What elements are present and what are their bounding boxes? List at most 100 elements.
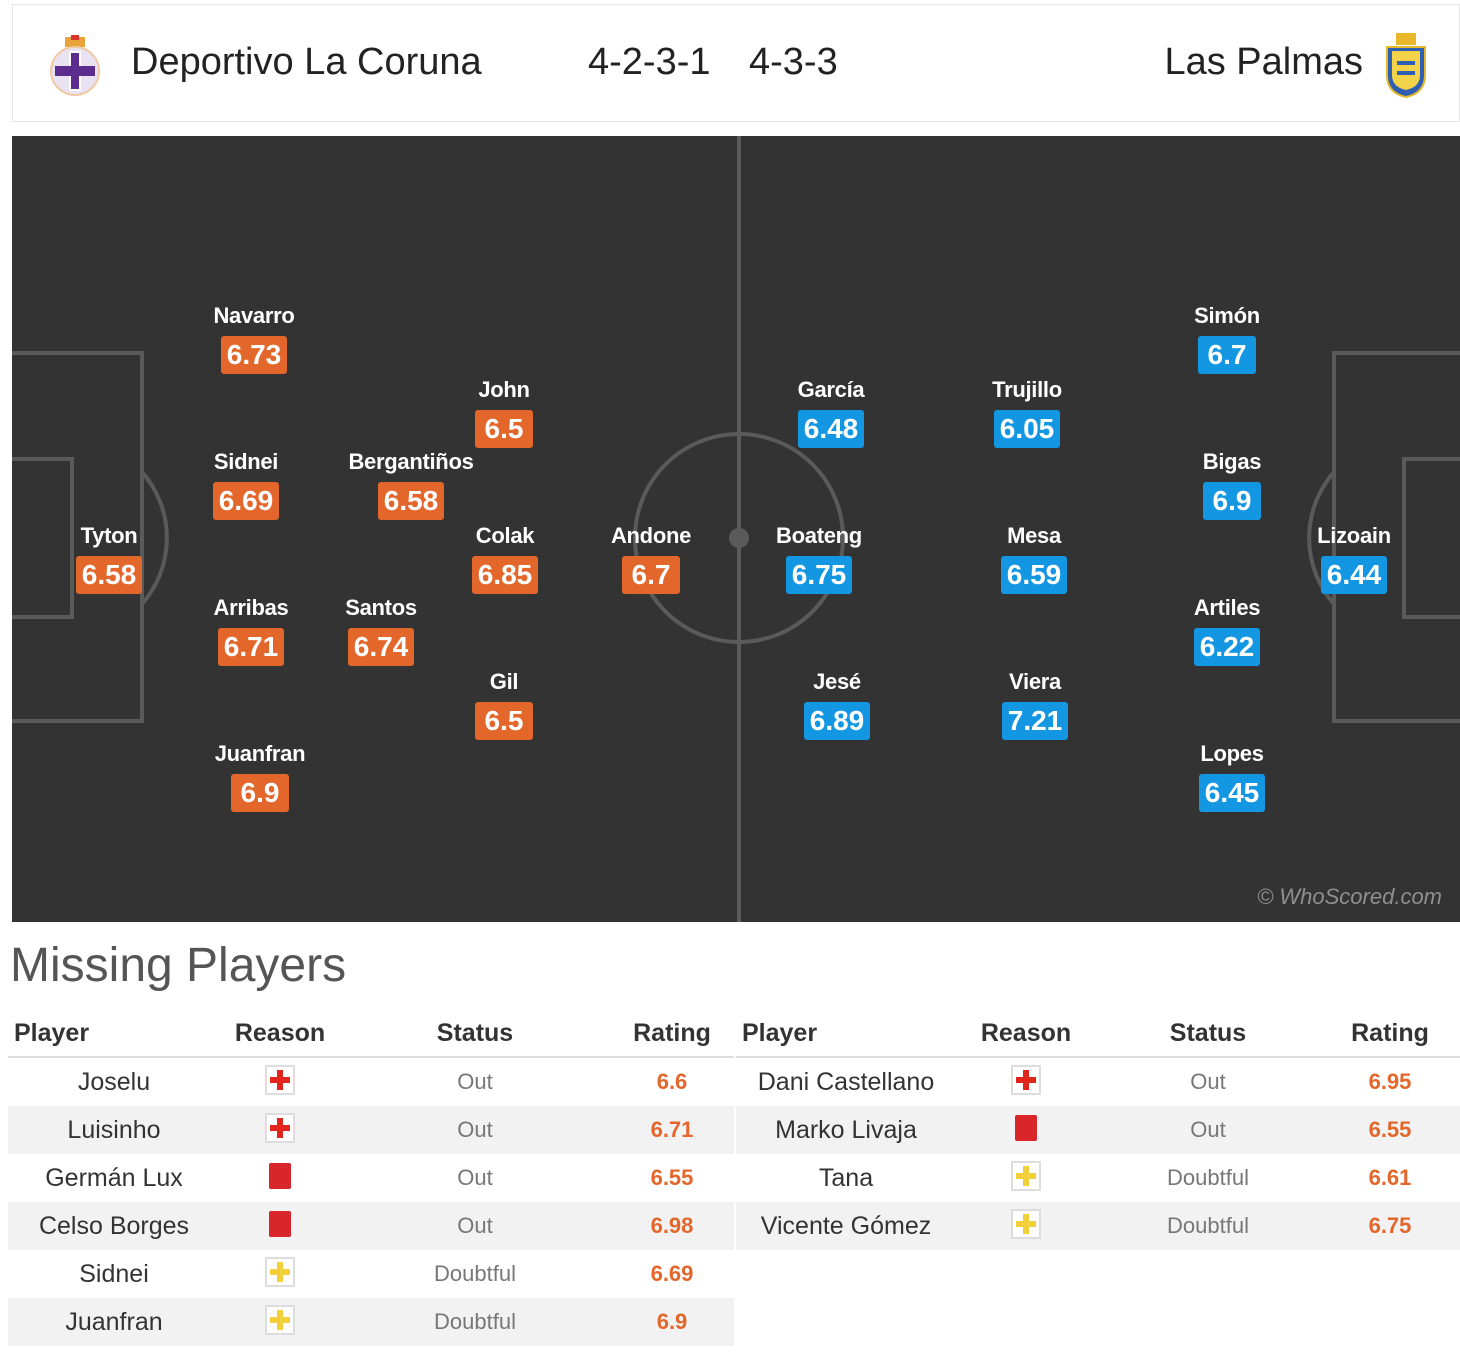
missing-player-status: Out [457, 1165, 493, 1190]
player-name: Mesa [1007, 523, 1061, 548]
player-rating: 6.9 [231, 774, 289, 812]
player-rating: 7.21 [1001, 702, 1069, 740]
red-card-icon [269, 1210, 291, 1242]
player-marker[interactable]: John 6.5 [434, 376, 574, 448]
player-name: John [478, 377, 530, 402]
player-marker[interactable]: Santos 6.74 [311, 594, 451, 666]
player-marker[interactable]: Sidnei 6.69 [176, 448, 316, 520]
missing-player-status: Out [1190, 1069, 1226, 1094]
missing-player-row[interactable]: Tana Doubtful 6.61 [736, 1154, 1460, 1202]
missing-player-row[interactable]: Dani Castellano Out 6.95 [736, 1057, 1460, 1106]
column-header-rating[interactable]: Rating [610, 1010, 734, 1058]
player-name: Santos [345, 595, 417, 620]
column-header-player[interactable]: Player [8, 1010, 220, 1058]
missing-player-name[interactable]: Celso Borges [8, 1202, 220, 1250]
missing-player-row[interactable]: Sidnei Doubtful 6.69 [8, 1250, 734, 1298]
column-header-reason[interactable]: Reason [956, 1010, 1096, 1058]
player-rating: 6.85 [471, 556, 539, 594]
doubtful-icon [1011, 1208, 1041, 1244]
player-marker[interactable]: Lizoain 6.44 [1284, 522, 1424, 594]
player-name: Arribas [213, 595, 289, 620]
player-marker[interactable]: Colak 6.85 [435, 522, 575, 594]
missing-player-row[interactable]: Juanfran Doubtful 6.9 [8, 1298, 734, 1346]
missing-players-title: Missing Players [10, 939, 347, 992]
player-name: Trujillo [992, 377, 1062, 402]
home-formation: 4-2-3-1 [588, 41, 711, 83]
player-name: Jesé [813, 669, 861, 694]
missing-player-row[interactable]: Celso Borges Out 6.98 [8, 1202, 734, 1250]
missing-player-rating: 6.69 [650, 1261, 694, 1286]
player-rating: 6.9 [1203, 482, 1261, 520]
reason-cell [956, 1154, 1096, 1202]
column-header-player[interactable]: Player [736, 1010, 956, 1058]
missing-player-name[interactable]: Vicente Gómez [736, 1202, 956, 1250]
player-marker[interactable]: Lopes 6.45 [1162, 740, 1302, 812]
reason-cell [956, 1106, 1096, 1154]
player-marker[interactable]: García 6.48 [761, 376, 901, 448]
player-name: Bigas [1202, 449, 1262, 474]
missing-player-name[interactable]: Marko Livaja [736, 1106, 956, 1154]
player-rating: 6.75 [785, 556, 853, 594]
column-header-rating[interactable]: Rating [1320, 1010, 1460, 1058]
away-missing-table: Player Reason Status Rating Dani Castell… [736, 1010, 1460, 1250]
missing-player-row[interactable]: Joselu Out 6.6 [8, 1057, 734, 1106]
missing-player-rating: 6.6 [656, 1069, 688, 1094]
column-header-status[interactable]: Status [1096, 1010, 1320, 1058]
missing-player-status: Doubtful [1096, 1202, 1320, 1250]
missing-player-rating: 6.75 [1320, 1202, 1460, 1250]
missing-player-rating: 6.95 [1368, 1069, 1412, 1094]
player-marker[interactable]: Juanfran 6.9 [190, 740, 330, 812]
away-team-name[interactable]: Las Palmas [1164, 41, 1363, 83]
player-name: Gil [489, 669, 519, 694]
missing-player-name[interactable]: Dani Castellano [757, 1067, 935, 1096]
missing-player-rating: 6.61 [1368, 1165, 1412, 1190]
missing-player-name[interactable]: Joselu [77, 1067, 151, 1096]
watermark: © WhoScored.com [1257, 884, 1442, 909]
player-marker[interactable]: Gil 6.5 [434, 668, 574, 740]
player-name: Boateng [776, 523, 862, 548]
missing-player-name[interactable]: Tana [818, 1163, 874, 1192]
player-rating: 6.59 [1000, 556, 1068, 594]
player-marker[interactable]: Tyton 6.58 [39, 522, 179, 594]
player-marker[interactable]: Simón 6.7 [1157, 302, 1297, 374]
doubtful-icon [265, 1304, 295, 1340]
reason-cell [220, 1298, 340, 1346]
player-rating: 6.58 [377, 482, 445, 520]
player-marker[interactable]: Andone 6.7 [581, 522, 721, 594]
player-marker[interactable]: Jesé 6.89 [767, 668, 907, 740]
missing-player-name[interactable]: Luisinho [8, 1106, 220, 1154]
player-marker[interactable]: Trujillo 6.05 [957, 376, 1097, 448]
player-name: Bergantiños [348, 449, 474, 474]
reason-cell [956, 1202, 1096, 1250]
player-rating: 6.48 [797, 410, 865, 448]
missing-player-row[interactable]: Luisinho Out 6.71 [8, 1106, 734, 1154]
missing-player-status: Doubtful [1167, 1165, 1249, 1190]
player-rating: 6.69 [212, 482, 280, 520]
match-header: Deportivo La Coruna 4-2-3-1 4-3-3 Las Pa… [12, 4, 1460, 122]
reason-cell [220, 1057, 340, 1106]
missing-player-name[interactable]: Juanfran [8, 1298, 220, 1346]
missing-player-name[interactable]: Sidnei [79, 1259, 149, 1288]
player-marker[interactable]: Viera 7.21 [965, 668, 1105, 740]
pitch: Tyton 6.58 Navarro 6.73 Sidnei 6.69 Arri… [12, 136, 1460, 922]
away-formation: 4-3-3 [749, 41, 838, 83]
player-marker[interactable]: Arribas 6.71 [181, 594, 321, 666]
player-name: Simón [1194, 303, 1260, 328]
player-marker[interactable]: Bergantiños 6.58 [341, 448, 481, 520]
missing-player-row[interactable]: Vicente Gómez Doubtful 6.75 [736, 1202, 1460, 1250]
column-header-status[interactable]: Status [340, 1010, 610, 1058]
home-team-name[interactable]: Deportivo La Coruna [131, 41, 482, 83]
player-marker[interactable]: Artiles 6.22 [1157, 594, 1297, 666]
player-marker[interactable]: Boateng 6.75 [749, 522, 889, 594]
missing-player-row[interactable]: Marko Livaja Out 6.55 [736, 1106, 1460, 1154]
player-marker[interactable]: Bigas 6.9 [1162, 448, 1302, 520]
missing-player-status: Out [1096, 1106, 1320, 1154]
player-marker[interactable]: Mesa 6.59 [964, 522, 1104, 594]
missing-player-rating: 6.9 [610, 1298, 734, 1346]
injury-icon [1011, 1064, 1041, 1100]
player-marker[interactable]: Navarro 6.73 [184, 302, 324, 374]
player-rating: 6.74 [347, 628, 415, 666]
missing-player-name[interactable]: Germán Lux [45, 1163, 183, 1192]
missing-player-row[interactable]: Germán Lux Out 6.55 [8, 1154, 734, 1202]
column-header-reason[interactable]: Reason [220, 1010, 340, 1058]
